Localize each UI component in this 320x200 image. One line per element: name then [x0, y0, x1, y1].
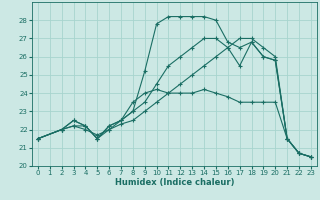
X-axis label: Humidex (Indice chaleur): Humidex (Indice chaleur) [115, 178, 234, 187]
